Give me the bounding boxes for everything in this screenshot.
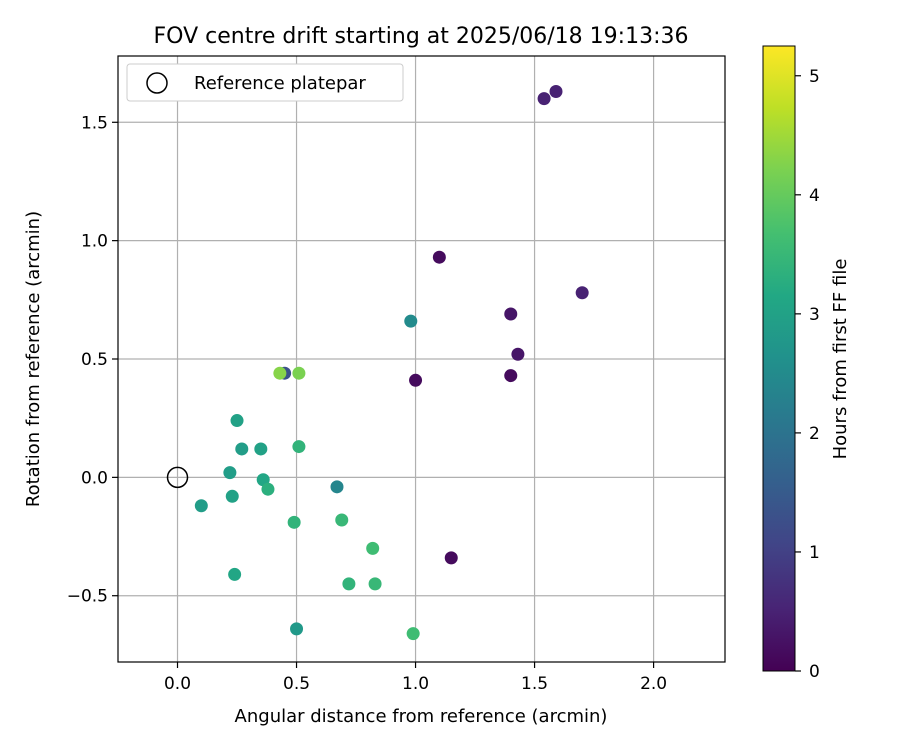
data-point — [432, 250, 446, 264]
x-tick-label: 1.5 — [521, 674, 548, 694]
colorbar-label: Hours from first FF file — [830, 259, 851, 460]
colorbar-tick-label: 4 — [809, 186, 820, 206]
legend: Reference platepar — [126, 63, 404, 102]
data-point — [368, 577, 382, 591]
data-point — [230, 414, 244, 428]
y-axis-ticks: −0.5 0.0 0.5 1.0 1.5 — [67, 113, 118, 607]
data-point — [537, 92, 551, 106]
legend-box — [126, 63, 404, 102]
data-point — [504, 369, 518, 383]
data-point — [335, 513, 349, 527]
data-point — [287, 515, 301, 529]
data-point — [330, 480, 344, 494]
colorbar-ticks: 0 1 2 3 4 5 — [795, 67, 820, 682]
x-tick-label: 0.5 — [283, 674, 310, 694]
data-point — [290, 622, 304, 636]
x-tick-label: 2.0 — [640, 674, 667, 694]
colorbar-tick-label: 5 — [809, 67, 820, 87]
chart-title: FOV centre drift starting at 2025/06/18 … — [154, 24, 689, 49]
y-tick-label: 1.5 — [81, 113, 108, 133]
data-point — [504, 307, 518, 321]
data-point — [225, 489, 239, 503]
colorbar-gradient — [762, 45, 796, 672]
colorbar-tick-label: 2 — [809, 424, 820, 444]
colorbar-tick-label: 1 — [809, 543, 820, 563]
data-point — [273, 366, 287, 380]
data-point — [404, 314, 418, 328]
data-point — [194, 499, 208, 513]
x-axis-label: Angular distance from reference (arcmin) — [235, 706, 608, 727]
y-tick-label: 1.0 — [81, 232, 108, 252]
reference-platepar-marker — [166, 466, 189, 489]
data-point — [292, 366, 306, 380]
data-points — [166, 85, 589, 641]
x-tick-label: 1.0 — [402, 674, 429, 694]
legend-label-reference: Reference platepar — [194, 73, 366, 94]
colorbar-tick-label: 3 — [809, 305, 820, 325]
colorbar-tick-label: 0 — [809, 662, 820, 682]
data-point — [511, 347, 525, 361]
data-point — [292, 440, 306, 454]
y-tick-label: 0.0 — [81, 468, 108, 488]
y-tick-label: −0.5 — [67, 587, 108, 607]
colorbar: 0 1 2 3 4 5 Hours from first FF file — [762, 45, 851, 682]
data-point — [409, 373, 423, 387]
data-point — [366, 541, 380, 555]
data-point — [575, 286, 589, 300]
grid-lines — [118, 56, 725, 662]
data-point — [261, 482, 275, 496]
data-point — [228, 567, 242, 581]
y-tick-label: 0.5 — [81, 350, 108, 370]
x-tick-label: 0.0 — [164, 674, 191, 694]
legend-reference-marker — [146, 72, 168, 94]
x-axis-ticks: 0.0 0.5 1.0 1.5 2.0 — [164, 662, 667, 694]
data-point — [342, 577, 356, 591]
y-axis-label: Rotation from reference (arcmin) — [23, 211, 44, 507]
data-point — [223, 466, 237, 480]
data-point — [254, 442, 268, 456]
data-point — [406, 627, 420, 641]
data-point — [549, 85, 563, 99]
data-point — [235, 442, 249, 456]
data-point — [444, 551, 458, 565]
